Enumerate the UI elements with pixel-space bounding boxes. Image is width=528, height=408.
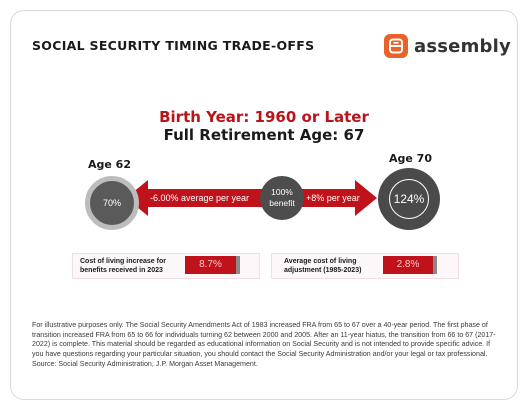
age-70-benefit-circle: 124% bbox=[378, 168, 440, 230]
cola-2023-label-line1: Cost of living increase for bbox=[80, 258, 166, 265]
footnote: For illustrative purposes only. The Soci… bbox=[32, 321, 498, 370]
brand-name: assembly bbox=[414, 35, 511, 57]
full-benefit-value: 100% bbox=[271, 187, 293, 197]
full-benefit-label: benefit bbox=[269, 198, 295, 208]
brand-logo: assembly bbox=[384, 34, 511, 58]
cola-2023-value: 8.7% bbox=[185, 256, 240, 274]
avg-cola-label-line2: adjustment (1985-2023) bbox=[284, 267, 362, 274]
full-benefit-circle: 100% benefit bbox=[260, 176, 304, 220]
age-62-label: Age 62 bbox=[88, 158, 131, 171]
fra-heading: Full Retirement Age: 67 bbox=[163, 126, 365, 144]
footnote-text: For illustrative purposes only. The Soci… bbox=[32, 321, 496, 359]
age-62-benefit-circle: 70% bbox=[85, 176, 139, 230]
age-70-inner-ring: 124% bbox=[389, 179, 429, 219]
left-arrow-text: -6.00% average per year bbox=[150, 193, 250, 203]
footnote-source: Source: Social Security Administration, … bbox=[32, 359, 258, 368]
page-title: SOCIAL SECURITY TIMING TRADE-OFFS bbox=[32, 38, 315, 53]
cola-2023-label: Cost of living increase for benefits rec… bbox=[80, 257, 166, 275]
birth-year-heading: Birth Year: 1960 or Later bbox=[159, 108, 369, 126]
avg-cola-label: Average cost of living adjustment (1985-… bbox=[284, 257, 361, 275]
right-arrow-text: +8% per year bbox=[306, 193, 360, 203]
assembly-logo-icon bbox=[384, 34, 408, 58]
avg-cola-label-line1: Average cost of living bbox=[284, 258, 357, 265]
avg-cola-value: 2.8% bbox=[383, 256, 437, 274]
left-arrow bbox=[126, 180, 263, 216]
cola-2023-label-line2: benefits received in 2023 bbox=[80, 267, 163, 274]
age-62-benefit-value: 70% bbox=[102, 198, 121, 208]
right-arrow bbox=[300, 180, 377, 216]
age-70-label: Age 70 bbox=[389, 152, 432, 165]
age-70-benefit-value: 124% bbox=[393, 192, 425, 206]
